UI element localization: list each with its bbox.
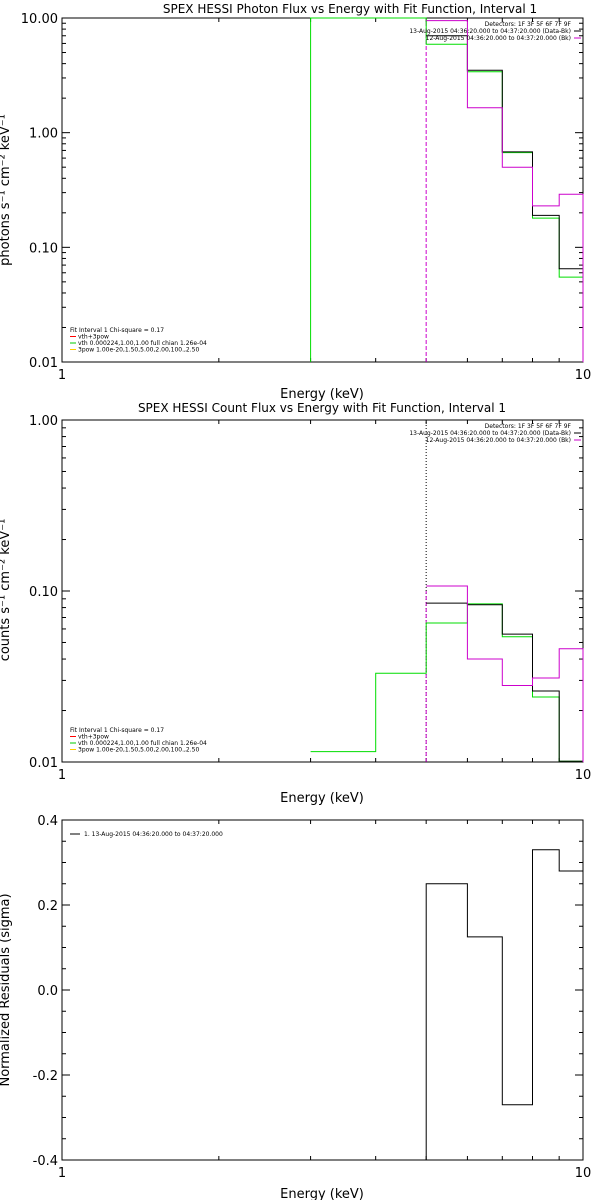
y-tick-label: 0.01 xyxy=(29,356,58,371)
data-series-step xyxy=(310,603,584,762)
y-tick-label: -0.4 xyxy=(33,1154,58,1169)
legend-entry: 12-Aug-2015 04:36:20.000 to 04:37:20.000… xyxy=(426,35,571,42)
x-tick-label: 1 xyxy=(58,1166,66,1181)
data-series-step xyxy=(426,35,583,270)
y-tick-label: 0.01 xyxy=(29,756,58,771)
legend-entry: Fit Interval 1 Chi-square = 0.17 xyxy=(70,727,164,734)
x-tick-label: 1 xyxy=(58,368,66,383)
x-tick-label: 1 xyxy=(58,768,66,783)
x-tick-label: 10 xyxy=(575,368,592,383)
y-tick-label: 0.4 xyxy=(37,814,58,829)
legend-entry: 13-Aug-2015 04:36:20.000 to 04:37:20.000… xyxy=(409,28,571,35)
count-flux-panel: SPEX HESSI Count Flux vs Energy with Fit… xyxy=(0,401,591,806)
y-tick-label: 10.00 xyxy=(21,12,58,27)
chart-title: SPEX HESSI Photon Flux vs Energy with Fi… xyxy=(163,2,537,16)
data-series-step xyxy=(426,585,584,762)
y-axis-label: Normalized Residuals (sigma) xyxy=(0,893,13,1086)
x-axis-label: Energy (keV) xyxy=(280,387,364,402)
legend-entry: vth+3pow xyxy=(78,734,109,741)
y-axis-label: counts s⁻¹ cm⁻² keV⁻¹ xyxy=(0,519,13,662)
chart-title: SPEX HESSI Count Flux vs Energy with Fit… xyxy=(138,401,506,415)
legend-entry: Fit Interval 1 Chi-square = 0.17 xyxy=(70,327,164,334)
y-tick-label: -0.2 xyxy=(33,1069,58,1084)
data-series-step xyxy=(425,849,583,1160)
legend-entry: vth 0.000224,1.00,1.00 full chian 1.26e-… xyxy=(78,740,207,747)
y-tick-label: 1.00 xyxy=(29,414,58,429)
y-tick-label: 0.10 xyxy=(29,585,58,600)
y-axis-label: photons s⁻¹ cm⁻² keV⁻¹ xyxy=(0,114,13,266)
legend-entry: vth 0.000224,1.00,1.00 full chian 1.26e-… xyxy=(78,340,207,347)
y-tick-label: 1.00 xyxy=(29,127,58,142)
x-tick-label: 10 xyxy=(575,768,592,783)
legend-entry: 13-Aug-2015 04:36:20.000 to 04:37:20.000… xyxy=(409,430,571,437)
residuals-panel: Energy (keV) Normalized Residuals (sigma… xyxy=(0,814,591,1200)
y-tick-label: 0.2 xyxy=(37,899,58,914)
legend-entry: 3pow 1.00e-20,1.50,5.00,2.00,100.,2.50 xyxy=(78,347,199,354)
plot-frame xyxy=(61,17,584,363)
plot-frame xyxy=(61,819,584,1161)
x-axis-label: Energy (keV) xyxy=(280,791,364,806)
y-tick-label: 0.10 xyxy=(29,241,58,256)
data-series-step xyxy=(310,17,584,362)
legend-entry: 3pow 1.00e-20,1.50,5.00,2.00,100.,2.50 xyxy=(78,747,199,754)
plot-frame xyxy=(61,419,584,763)
y-tick-label: 0.0 xyxy=(37,984,58,999)
photon-flux-panel: SPEX HESSI Photon Flux vs Energy with Fi… xyxy=(0,2,591,402)
data-series-step xyxy=(426,602,583,762)
x-axis-label: Energy (keV) xyxy=(280,1187,364,1200)
legend-entry: Detectors: 1F 3F 5F 6F 7F 9F xyxy=(485,21,572,28)
legend-entry: 12-Aug-2015 04:36:20.000 to 04:37:20.000… xyxy=(426,437,571,444)
legend-entry: Detectors: 1F 3F 5F 6F 7F 9F xyxy=(485,423,572,430)
data-series-step xyxy=(426,20,584,362)
legend-entry: vth+3pow xyxy=(78,334,109,341)
legend-entry: 1. 13-Aug-2015 04:36:20.000 to 04:37:20.… xyxy=(84,831,223,838)
x-tick-label: 10 xyxy=(575,1166,592,1181)
